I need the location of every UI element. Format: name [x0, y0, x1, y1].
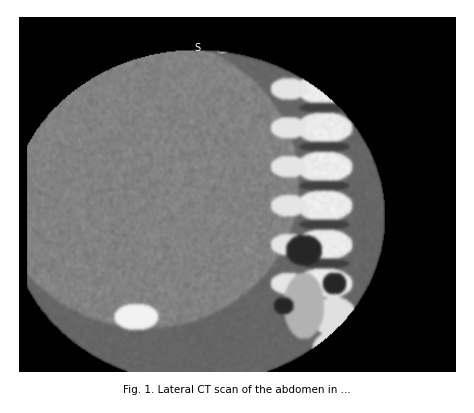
Text: Fig. 1. Lateral CT scan of the abdomen in ...: Fig. 1. Lateral CT scan of the abdomen i… [123, 385, 351, 395]
Text: S: S [194, 43, 200, 53]
